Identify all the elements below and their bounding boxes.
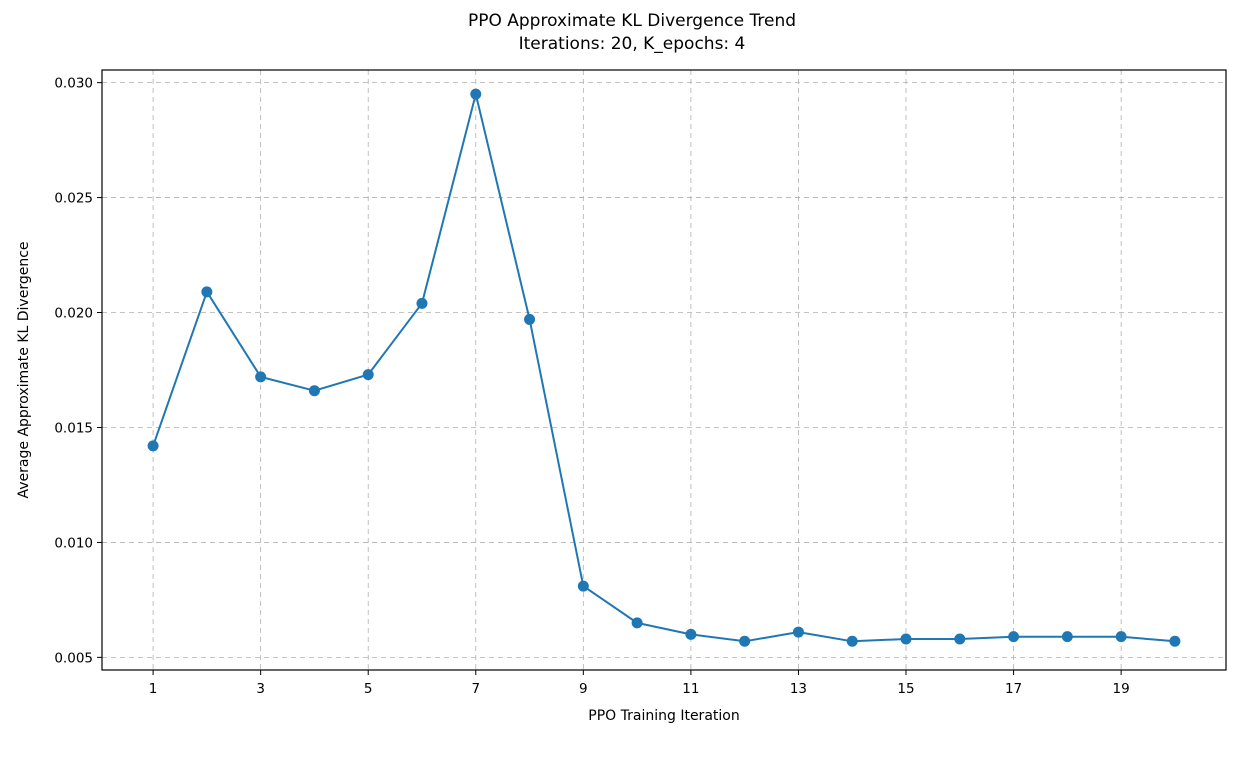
data-point-marker xyxy=(685,628,697,640)
x-tick-label: 1 xyxy=(149,681,158,697)
data-point-marker xyxy=(792,626,804,638)
chart-subtitle: Iterations: 20, K_epochs: 4 xyxy=(519,34,746,54)
x-tick-label: 11 xyxy=(682,681,699,697)
y-tick-label: 0.030 xyxy=(54,76,93,92)
data-point-marker xyxy=(739,635,751,647)
data-point-marker xyxy=(1008,631,1020,643)
x-tick-label: 5 xyxy=(364,681,373,697)
data-point-marker xyxy=(524,313,536,325)
y-tick-label: 0.010 xyxy=(54,535,93,551)
data-point-marker xyxy=(954,633,966,645)
data-point-marker xyxy=(631,617,643,629)
x-tick-label: 15 xyxy=(897,681,914,697)
x-axis-ticks: 1 3 5 7 9 11 13 15 17 19 xyxy=(149,670,1130,697)
plot-frame xyxy=(101,69,1227,671)
data-point-marker xyxy=(846,635,858,647)
chart-title: PPO Approximate KL Divergence Trend xyxy=(468,11,796,31)
data-point-marker xyxy=(308,385,320,397)
data-point-marker xyxy=(147,440,159,452)
y-axis-label: Average Approximate KL Divergence xyxy=(16,241,32,498)
data-point-marker xyxy=(1169,635,1181,647)
x-tick-label: 17 xyxy=(1005,681,1022,697)
data-point-marker xyxy=(577,580,589,592)
data-point-marker xyxy=(900,633,912,645)
data-point-marker xyxy=(255,371,267,383)
x-tick-label: 3 xyxy=(256,681,265,697)
x-tick-label: 13 xyxy=(790,681,807,697)
data-point-marker xyxy=(416,297,428,309)
data-point-marker xyxy=(1115,631,1127,643)
data-point-marker xyxy=(470,88,482,100)
data-series xyxy=(147,88,1181,647)
y-axis-ticks: 0.005 0.010 0.015 0.020 0.025 0.030 xyxy=(54,76,102,666)
x-tick-label: 7 xyxy=(471,681,480,697)
data-point-marker xyxy=(201,286,213,298)
y-tick-label: 0.020 xyxy=(54,306,93,322)
y-tick-label: 0.025 xyxy=(54,191,93,207)
y-tick-label: 0.015 xyxy=(54,420,93,436)
x-tick-label: 9 xyxy=(579,681,588,697)
x-tick-label: 19 xyxy=(1113,681,1130,697)
data-point-marker xyxy=(362,369,374,381)
series-line xyxy=(152,93,1175,643)
x-axis-label: PPO Training Iteration xyxy=(588,708,739,724)
grid-lines xyxy=(102,70,1226,670)
y-tick-label: 0.005 xyxy=(54,650,93,666)
data-point-marker xyxy=(1061,631,1073,643)
